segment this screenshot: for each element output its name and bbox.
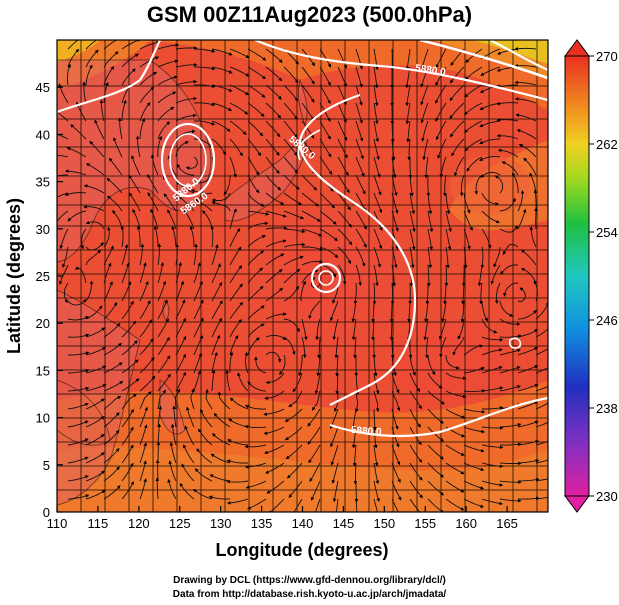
y-tick-label: 20 [36, 316, 50, 331]
x-tick-label: 155 [414, 516, 436, 531]
colorbar: 270 262 254 246 238 230 [564, 39, 618, 513]
x-axis: 110 115 120 125 130 135 140 145 150 155 160 165 [47, 506, 518, 531]
colorbar-tick-label: 230 [596, 489, 618, 504]
y-tick-label: 0 [43, 505, 50, 520]
x-tick-label: 150 [373, 516, 395, 531]
credit-data-source: Data from http://database.rish.kyoto-u.a… [172, 589, 447, 600]
x-tick-label: 110 [47, 516, 68, 531]
x-tick-label: 160 [455, 516, 477, 531]
grid-lines [57, 40, 548, 512]
streamlines [57, 40, 548, 512]
geopotential-contours [57, 40, 548, 438]
y-tick-label: 40 [36, 127, 50, 142]
x-tick-label: 145 [333, 516, 355, 531]
y-tick-label: 10 [36, 411, 50, 426]
x-tick-label: 120 [128, 516, 150, 531]
contour-label: 5880.0 [351, 425, 383, 438]
y-tick-label: 35 [36, 175, 50, 190]
credit-dcl: Drawing by DCL (https://www.gfd-dennou.o… [173, 575, 446, 586]
y-tick-label: 45 [36, 80, 50, 95]
chart-title: GSM 00Z11Aug2023 (500.0hPa) [146, 2, 473, 27]
x-tick-label: 130 [210, 516, 232, 531]
x-axis-label: Longitude (degrees) [215, 540, 388, 560]
x-tick-label: 140 [292, 516, 314, 531]
colorbar-tick-label: 270 [596, 49, 618, 64]
colorbar-tick-label: 262 [596, 137, 618, 152]
x-tick-label: 135 [251, 516, 273, 531]
y-tick-label: 30 [36, 222, 50, 237]
contour-label: 5880.0 [414, 63, 446, 78]
x-tick-label: 115 [88, 516, 109, 531]
y-axis: 0 5 10 15 20 25 30 35 40 45 [36, 80, 63, 520]
y-tick-label: 25 [36, 269, 50, 284]
colorbar-tick-label: 254 [596, 225, 618, 240]
x-tick-label: 125 [169, 516, 191, 531]
y-tick-label: 15 [36, 363, 50, 378]
y-axis-label: Latitude (degrees) [4, 198, 24, 354]
x-tick-label: 165 [496, 516, 518, 531]
colorbar-tick-label: 246 [596, 313, 618, 328]
colorbar-tick-label: 238 [596, 401, 618, 416]
y-tick-label: 5 [43, 458, 50, 473]
